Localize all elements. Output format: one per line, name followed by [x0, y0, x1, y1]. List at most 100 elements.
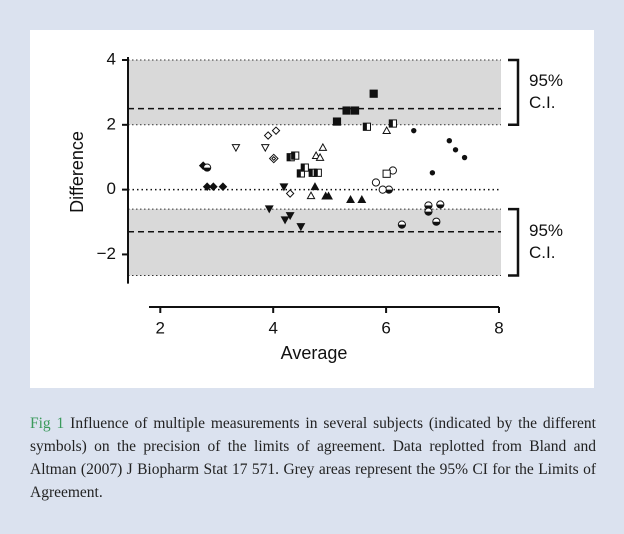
y-tick-label: −2 [97, 244, 116, 263]
data-point [203, 163, 212, 172]
data-point [446, 137, 453, 144]
marker-half [203, 167, 211, 172]
marker-shape [461, 154, 468, 161]
ci-label: 95% [529, 71, 563, 90]
marker-shape [306, 191, 316, 200]
marker-half [291, 151, 296, 160]
marker-shape [382, 126, 392, 135]
ci-band [128, 209, 501, 276]
data-point [280, 216, 290, 225]
data-point [315, 152, 325, 161]
marker-shape [202, 182, 212, 192]
marker-half [436, 204, 444, 209]
marker-shape [260, 144, 270, 153]
marker-half [309, 169, 313, 177]
marker-inner [271, 156, 277, 162]
marker-shape [429, 170, 436, 176]
data-point [350, 106, 360, 115]
data-point [424, 207, 433, 216]
data-point [382, 126, 392, 135]
data-point [263, 131, 273, 140]
marker-shape [310, 182, 320, 191]
data-point [279, 183, 289, 192]
marker-half [389, 119, 393, 128]
data-point [300, 163, 309, 172]
data-point [218, 182, 228, 192]
marker-shape [296, 223, 306, 232]
marker-half [314, 169, 318, 177]
marker-shape [357, 195, 367, 204]
data-point [271, 126, 281, 135]
data-point [324, 191, 333, 200]
data-point [264, 205, 274, 214]
marker-half [287, 153, 291, 161]
data-point [231, 144, 241, 153]
marker-half [398, 224, 406, 229]
data-point [429, 170, 436, 176]
marker-shape [346, 195, 355, 204]
data-point [452, 147, 459, 153]
marker-shape [350, 106, 360, 115]
data-point [357, 195, 367, 204]
data-point [285, 212, 295, 221]
marker-shape [324, 191, 333, 200]
data-point [313, 168, 322, 177]
marker-shape [279, 183, 289, 192]
data-point [388, 119, 397, 128]
x-axis-label: Average [281, 343, 348, 363]
marker-shape [382, 169, 391, 178]
data-point [432, 217, 441, 226]
data-point [268, 153, 279, 164]
data-point [384, 185, 394, 194]
x-tick-label: 2 [156, 318, 165, 337]
data-point [461, 154, 468, 161]
marker-shape [285, 212, 295, 221]
marker-shape [332, 117, 342, 126]
data-point [318, 142, 328, 151]
data-point [291, 151, 300, 160]
y-tick-label: 2 [107, 114, 116, 133]
marker-shape [411, 127, 417, 134]
data-point [346, 195, 355, 204]
marker-shape [315, 152, 325, 161]
x-tick-label: 4 [268, 318, 277, 337]
data-point [202, 182, 212, 192]
data-point [436, 200, 445, 209]
marker-shape [271, 126, 281, 135]
marker-half [385, 189, 393, 194]
marker-half [301, 163, 305, 172]
marker-half [432, 221, 440, 226]
ci-label: C.I. [529, 243, 555, 262]
data-point [285, 189, 295, 198]
marker-shape [369, 89, 378, 98]
data-point [362, 122, 372, 131]
ci-bracket [508, 207, 520, 277]
marker-shape [371, 178, 381, 187]
caption: Fig 1 Influence of multiple measurements… [30, 412, 596, 504]
data-point [260, 144, 270, 153]
ci-bracket [508, 58, 520, 127]
marker-shape [378, 185, 387, 194]
data-point [342, 106, 351, 115]
data-point [310, 182, 320, 191]
data-point [378, 185, 387, 194]
data-point [306, 191, 316, 200]
marker-half [297, 169, 301, 178]
marker-shape [452, 147, 459, 153]
marker-half [363, 123, 367, 131]
ci-label: C.I. [529, 93, 555, 112]
data-point [209, 182, 218, 192]
data-point [332, 117, 342, 126]
marker-shape [263, 131, 273, 140]
data-point [371, 178, 381, 187]
marker-shape [231, 144, 241, 153]
x-tick-label: 8 [494, 318, 503, 337]
x-tick-label: 6 [381, 318, 390, 337]
marker-shape [342, 106, 351, 115]
ci-label: 95% [529, 221, 563, 240]
data-point [296, 223, 306, 232]
y-tick-label: 0 [107, 179, 116, 198]
data-point [397, 220, 407, 229]
ci-band [128, 60, 501, 125]
